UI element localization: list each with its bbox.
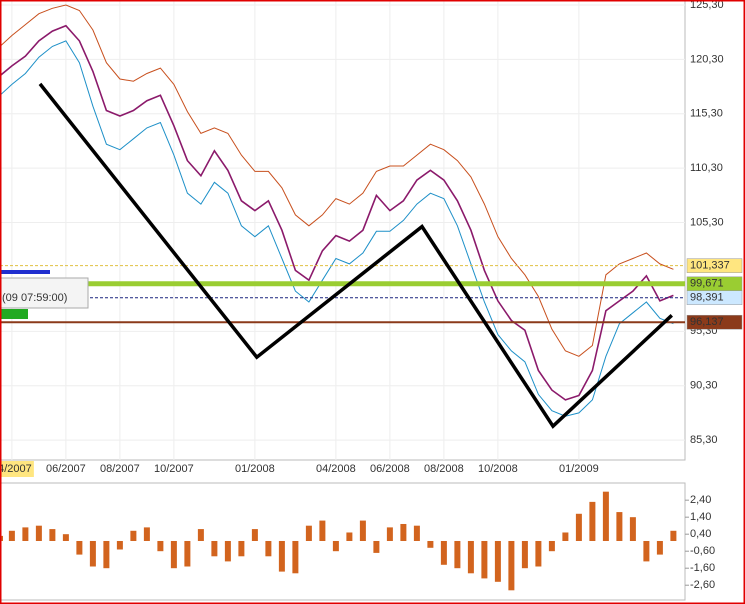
oscillator-bar [8,530,15,541]
x-tick-label: 04/2008 [316,463,356,475]
oscillator-bar [589,501,596,541]
y-tick-label: 0,40 [690,528,711,540]
oscillator-bar [116,540,123,550]
main-plot [0,0,686,461]
oscillator-bar [548,540,555,552]
oscillator-bar [22,527,29,541]
oscillator-bar [157,540,164,552]
oscillator-bar [49,529,56,541]
oscillator-bar [143,527,150,541]
oscillator-bar [575,513,582,541]
y-tick-label: 120,30 [690,53,724,65]
overlay-box [0,277,89,309]
level-label: 98,391 [690,292,724,304]
x-tick-label: 10/2007 [154,463,194,475]
price-line [0,24,674,401]
oscillator-bar [319,520,326,541]
oscillator-bar [76,540,83,555]
x-tick-label: 01/2008 [235,463,275,475]
oscillator-bar [130,530,137,541]
oscillator-bar [62,534,69,541]
level-label: 101,337 [690,260,730,272]
price-line [0,4,674,357]
y-tick-label: 1,40 [690,511,711,523]
oscillator-bar [305,525,312,541]
x-tick-label: 06/2007 [46,463,86,475]
oscillator-bar [400,523,407,541]
oscillator-bar [251,529,258,541]
x-tick-label: 10/2008 [478,463,518,475]
oscillator-bar [440,540,447,565]
oscillator-bar [332,540,339,552]
y-tick-label: 90,30 [690,380,718,392]
oscillator-bar [184,540,191,567]
annotation: (09 07:59:00) [2,292,67,304]
oscillator-bar [521,540,528,569]
oscillator-bar [359,520,366,541]
oscillator-bar [211,540,218,557]
level-tag [686,314,743,330]
oscillator-bar [467,540,474,574]
y-tick-label: 110,30 [690,162,723,174]
x-tick-label: 06/2008 [370,463,410,475]
y-tick-label: 85,30 [690,434,718,446]
oscillator-bar [197,529,204,541]
oscillator-bar [656,540,663,555]
oscillator-bar [373,540,380,553]
oscillator-bar [643,540,650,562]
trend-line [38,82,673,429]
oscillator-bar [224,540,231,562]
oscillator-bar [386,527,393,541]
oscillator-bar [481,540,488,579]
x-tick-label: 08/2008 [424,463,464,475]
oscillator-bar [413,525,420,541]
x-tick-label: 08/2007 [100,463,140,475]
y-tick-label: -0,60 [690,545,715,557]
overlay-bar [0,270,50,274]
oscillator-bar [103,540,110,569]
oscillator-bar [670,530,677,541]
oscillator-bar [278,540,285,572]
oscillator-bar [427,540,434,548]
y-tick-label: -2,60 [690,579,715,591]
oscillator-bar [265,540,272,557]
level-tag [686,258,743,273]
oscillator-bar [629,517,636,541]
overlay-tag [0,309,28,319]
x-tick-highlight [0,461,34,477]
oscillator-bar [494,540,501,582]
oscillator-bar [292,540,299,574]
oscillator-bar [508,540,515,591]
oscillator-bar [238,540,245,557]
oscillator-bar [89,540,96,567]
x-tick-label: 04/2007 [0,463,32,475]
oscillator-bar [35,525,42,541]
y-tick-label: -1,60 [690,562,715,574]
oscillator-bar [602,491,609,541]
price-line [0,40,674,417]
x-tick-label: 01/2009 [559,463,599,475]
y-tick-label: 115,30 [690,108,723,120]
level-tag [686,290,743,305]
oscillator-bar [170,540,177,569]
oscillator-bar [535,540,542,567]
oscillator-bar [454,540,461,569]
y-tick-label: 125,30 [690,0,724,11]
level-label: 99,671 [690,278,724,290]
oscillator-plot [0,482,686,601]
y-tick-label: 2,40 [690,494,711,506]
level-label: 96,137 [690,316,724,328]
oscillator-bar [616,512,623,541]
oscillator-bar [562,532,569,541]
y-tick-label: 105,30 [690,216,724,228]
oscillator-bar [346,532,353,541]
